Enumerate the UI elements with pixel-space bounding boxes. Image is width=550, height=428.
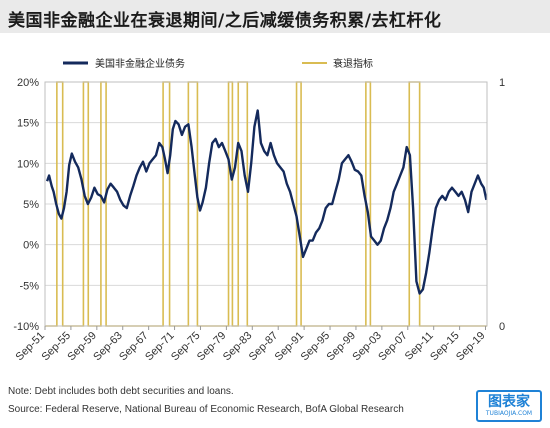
y-tick-label: 5% [23, 199, 39, 211]
right-tick-label: 1 [499, 77, 505, 89]
grid-layer [45, 81, 487, 327]
legend-label-debt: 美国非金融企业债务 [95, 57, 185, 70]
x-tick-label: Sep-07 [376, 330, 410, 364]
chart-note: Note: Debt includes both debt securities… [8, 386, 234, 397]
watermark-logo: 图表家 TUBIAOJIA.COM [476, 390, 542, 422]
chart: -10%-5%0%5%10%15%20%01Sep-51Sep-55Sep-59… [13, 57, 505, 364]
title-bar: 美国非金融企业在衰退期间/之后减缓债务积累/去杠杆化 [0, 0, 550, 33]
y-tick-label: -5% [19, 280, 39, 292]
right-tick-label: 0 [499, 321, 505, 333]
watermark-main: 图表家 [488, 393, 530, 410]
x-tick-label: Sep-19 [454, 330, 488, 364]
y-tick-label: 20% [17, 77, 39, 89]
chart-source: Source: Federal Reserve, National Bureau… [8, 404, 404, 415]
y-tick-label: 0% [23, 240, 39, 252]
debt-growth-line [45, 109, 488, 295]
watermark-sub: TUBIAOJIA.COM [485, 409, 533, 417]
y-tick-label: -10% [13, 321, 39, 333]
legend-label-recession: 衰退指标 [333, 57, 373, 70]
plot-border [44, 81, 488, 327]
y-tick-label: 15% [17, 118, 39, 130]
legend: 美国非金融企业债务 衰退指标 [63, 57, 373, 70]
chart-title: 美国非金融企业在衰退期间/之后减缓债务积累/去杠杆化 [8, 11, 442, 31]
line-layer [45, 109, 488, 295]
y-tick-label: 10% [17, 158, 39, 170]
